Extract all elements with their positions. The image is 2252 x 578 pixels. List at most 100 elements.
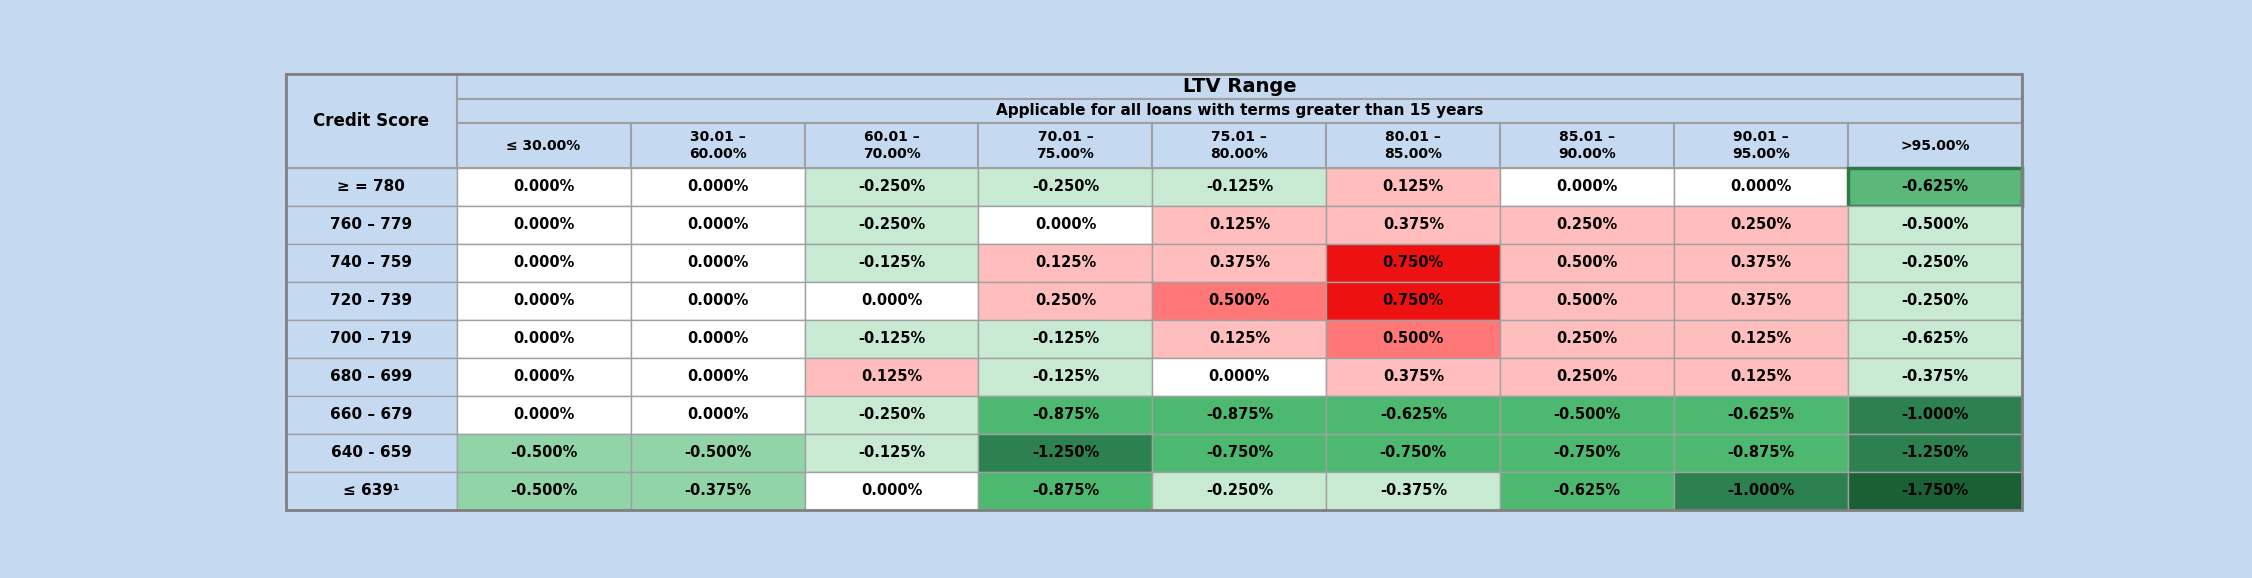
Text: 0.000%: 0.000% — [513, 255, 574, 271]
Bar — [1849, 206, 2022, 244]
Text: Applicable for all loans with terms greater than 15 years: Applicable for all loans with terms grea… — [995, 103, 1484, 118]
Text: -0.250%: -0.250% — [1901, 294, 1968, 309]
Bar — [977, 358, 1153, 396]
Text: -0.875%: -0.875% — [1031, 483, 1099, 498]
Bar — [1153, 282, 1326, 320]
Bar — [1153, 358, 1326, 396]
Bar — [1673, 244, 1849, 282]
Bar — [977, 282, 1153, 320]
Bar — [1326, 472, 1500, 510]
Text: -1.000%: -1.000% — [1727, 483, 1795, 498]
Text: 0.125%: 0.125% — [1036, 255, 1097, 271]
Bar — [1849, 168, 2022, 206]
Bar — [804, 123, 977, 168]
Bar — [977, 244, 1153, 282]
Text: -0.500%: -0.500% — [1554, 407, 1621, 423]
Bar — [1326, 282, 1500, 320]
Bar — [1673, 206, 1849, 244]
Text: -0.125%: -0.125% — [1205, 179, 1272, 194]
Bar — [977, 396, 1153, 434]
Bar — [1849, 434, 2022, 472]
Bar — [1153, 472, 1326, 510]
Bar — [457, 168, 631, 206]
Text: -0.375%: -0.375% — [1380, 483, 1446, 498]
Bar — [1500, 123, 1673, 168]
Bar — [631, 282, 804, 320]
Bar — [286, 358, 457, 396]
Text: 0.375%: 0.375% — [1383, 369, 1444, 384]
Text: -0.500%: -0.500% — [1901, 217, 1968, 232]
Text: 0.375%: 0.375% — [1732, 255, 1793, 271]
Bar — [1326, 396, 1500, 434]
Bar — [977, 206, 1153, 244]
Bar — [457, 396, 631, 434]
Text: LTV Range: LTV Range — [1182, 77, 1297, 96]
Bar — [1326, 206, 1500, 244]
Bar — [1153, 434, 1326, 472]
Text: 70.01 –
75.00%: 70.01 – 75.00% — [1036, 130, 1094, 161]
Text: 0.375%: 0.375% — [1383, 217, 1444, 232]
Text: ≥ = 780: ≥ = 780 — [338, 179, 405, 194]
Bar — [457, 320, 631, 358]
Text: 0.500%: 0.500% — [1556, 294, 1617, 309]
Bar — [1326, 320, 1500, 358]
Bar — [286, 396, 457, 434]
Bar — [1500, 358, 1673, 396]
Text: -0.250%: -0.250% — [858, 217, 926, 232]
Text: -0.250%: -0.250% — [1901, 255, 1968, 271]
Bar — [804, 168, 977, 206]
Text: 0.750%: 0.750% — [1383, 255, 1444, 271]
Text: 80.01 –
85.00%: 80.01 – 85.00% — [1385, 130, 1441, 161]
Text: 75.01 –
80.00%: 75.01 – 80.00% — [1212, 130, 1268, 161]
Bar — [286, 206, 457, 244]
Bar — [1849, 244, 2022, 282]
Text: 720 – 739: 720 – 739 — [331, 294, 412, 309]
Bar — [1326, 123, 1500, 168]
Text: -0.750%: -0.750% — [1380, 445, 1448, 460]
Text: 0.000%: 0.000% — [1556, 179, 1617, 194]
Text: 0.000%: 0.000% — [687, 331, 748, 346]
Bar — [977, 472, 1153, 510]
Bar — [977, 168, 1153, 206]
Bar — [631, 434, 804, 472]
Text: -0.125%: -0.125% — [1031, 331, 1099, 346]
Text: 0.125%: 0.125% — [1209, 217, 1270, 232]
Text: -0.125%: -0.125% — [858, 445, 926, 460]
Text: -0.500%: -0.500% — [685, 445, 752, 460]
Bar — [457, 472, 631, 510]
Text: 0.000%: 0.000% — [1730, 179, 1793, 194]
Bar — [286, 74, 457, 168]
Text: -0.750%: -0.750% — [1205, 445, 1272, 460]
Bar — [1153, 123, 1326, 168]
Bar — [286, 168, 457, 206]
Text: -0.125%: -0.125% — [1031, 369, 1099, 384]
Bar — [286, 282, 457, 320]
Bar — [1500, 244, 1673, 282]
Bar — [1326, 168, 1500, 206]
Text: 0.250%: 0.250% — [1556, 331, 1617, 346]
Text: 0.000%: 0.000% — [687, 407, 748, 423]
Text: 0.500%: 0.500% — [1556, 255, 1617, 271]
Text: 700 – 719: 700 – 719 — [331, 331, 412, 346]
Text: -0.625%: -0.625% — [1901, 331, 1968, 346]
Text: -0.625%: -0.625% — [1727, 407, 1795, 423]
Bar — [1326, 244, 1500, 282]
Bar — [804, 396, 977, 434]
Text: -0.500%: -0.500% — [509, 445, 577, 460]
Bar — [631, 472, 804, 510]
Bar — [286, 244, 457, 282]
Text: 0.125%: 0.125% — [1383, 179, 1444, 194]
Bar — [804, 472, 977, 510]
Bar — [1673, 123, 1849, 168]
Bar — [1500, 168, 1673, 206]
Bar — [1849, 123, 2022, 168]
Bar — [286, 434, 457, 472]
Bar — [1673, 434, 1849, 472]
Text: 0.125%: 0.125% — [1730, 369, 1793, 384]
Bar — [1849, 396, 2022, 434]
Text: 0.375%: 0.375% — [1732, 294, 1793, 309]
Bar — [1153, 320, 1326, 358]
Text: 0.000%: 0.000% — [687, 255, 748, 271]
Bar — [1673, 396, 1849, 434]
Bar — [1673, 472, 1849, 510]
